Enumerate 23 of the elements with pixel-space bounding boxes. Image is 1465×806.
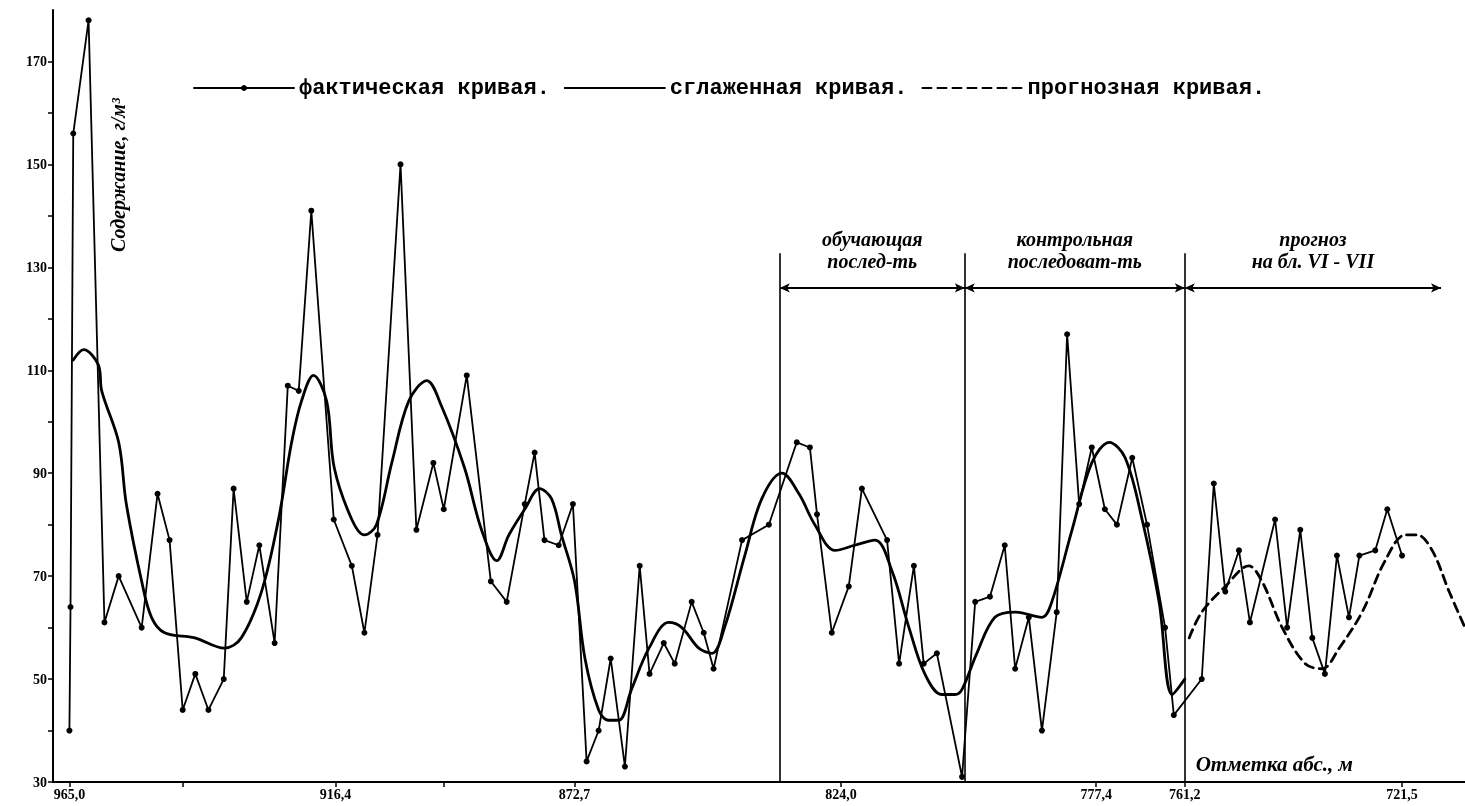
annotation: контрольная последоват-ть xyxy=(1007,227,1142,272)
y-tick-label: 170 xyxy=(26,53,47,69)
x-tick-label: 721,5 xyxy=(1386,786,1418,802)
y-tick-label: 110 xyxy=(26,362,47,378)
annotation: прогноз на бл. VI - VII xyxy=(1251,227,1376,272)
x-tick-label: 761,2 xyxy=(1169,786,1201,802)
y-tick-label: 150 xyxy=(26,156,47,172)
y-tick-label: 130 xyxy=(26,259,47,275)
x-tick-label: 872,7 xyxy=(558,786,591,802)
x-tick-label: 824,0 xyxy=(825,786,857,802)
x-tick-label: 965,0 xyxy=(53,786,86,802)
annotation: обучающая послед-ть xyxy=(821,227,923,272)
x-tick-label: 916,4 xyxy=(319,786,352,802)
legend-label: сглаженная кривая. xyxy=(669,75,908,101)
legend-label: фактическая кривая. xyxy=(299,75,550,101)
x-axis-title: Отметка абс., м xyxy=(1195,751,1353,776)
y-axis-title: Содержание, г/м³ xyxy=(107,96,130,253)
legend-label: прогнозная кривая. xyxy=(1027,75,1266,101)
x-tick-label: 777,4 xyxy=(1080,786,1112,802)
y-tick-label: 50 xyxy=(33,671,47,687)
y-tick-label: 90 xyxy=(33,465,47,481)
y-tick-label: 30 xyxy=(33,774,47,790)
y-tick-label: 70 xyxy=(33,568,47,584)
